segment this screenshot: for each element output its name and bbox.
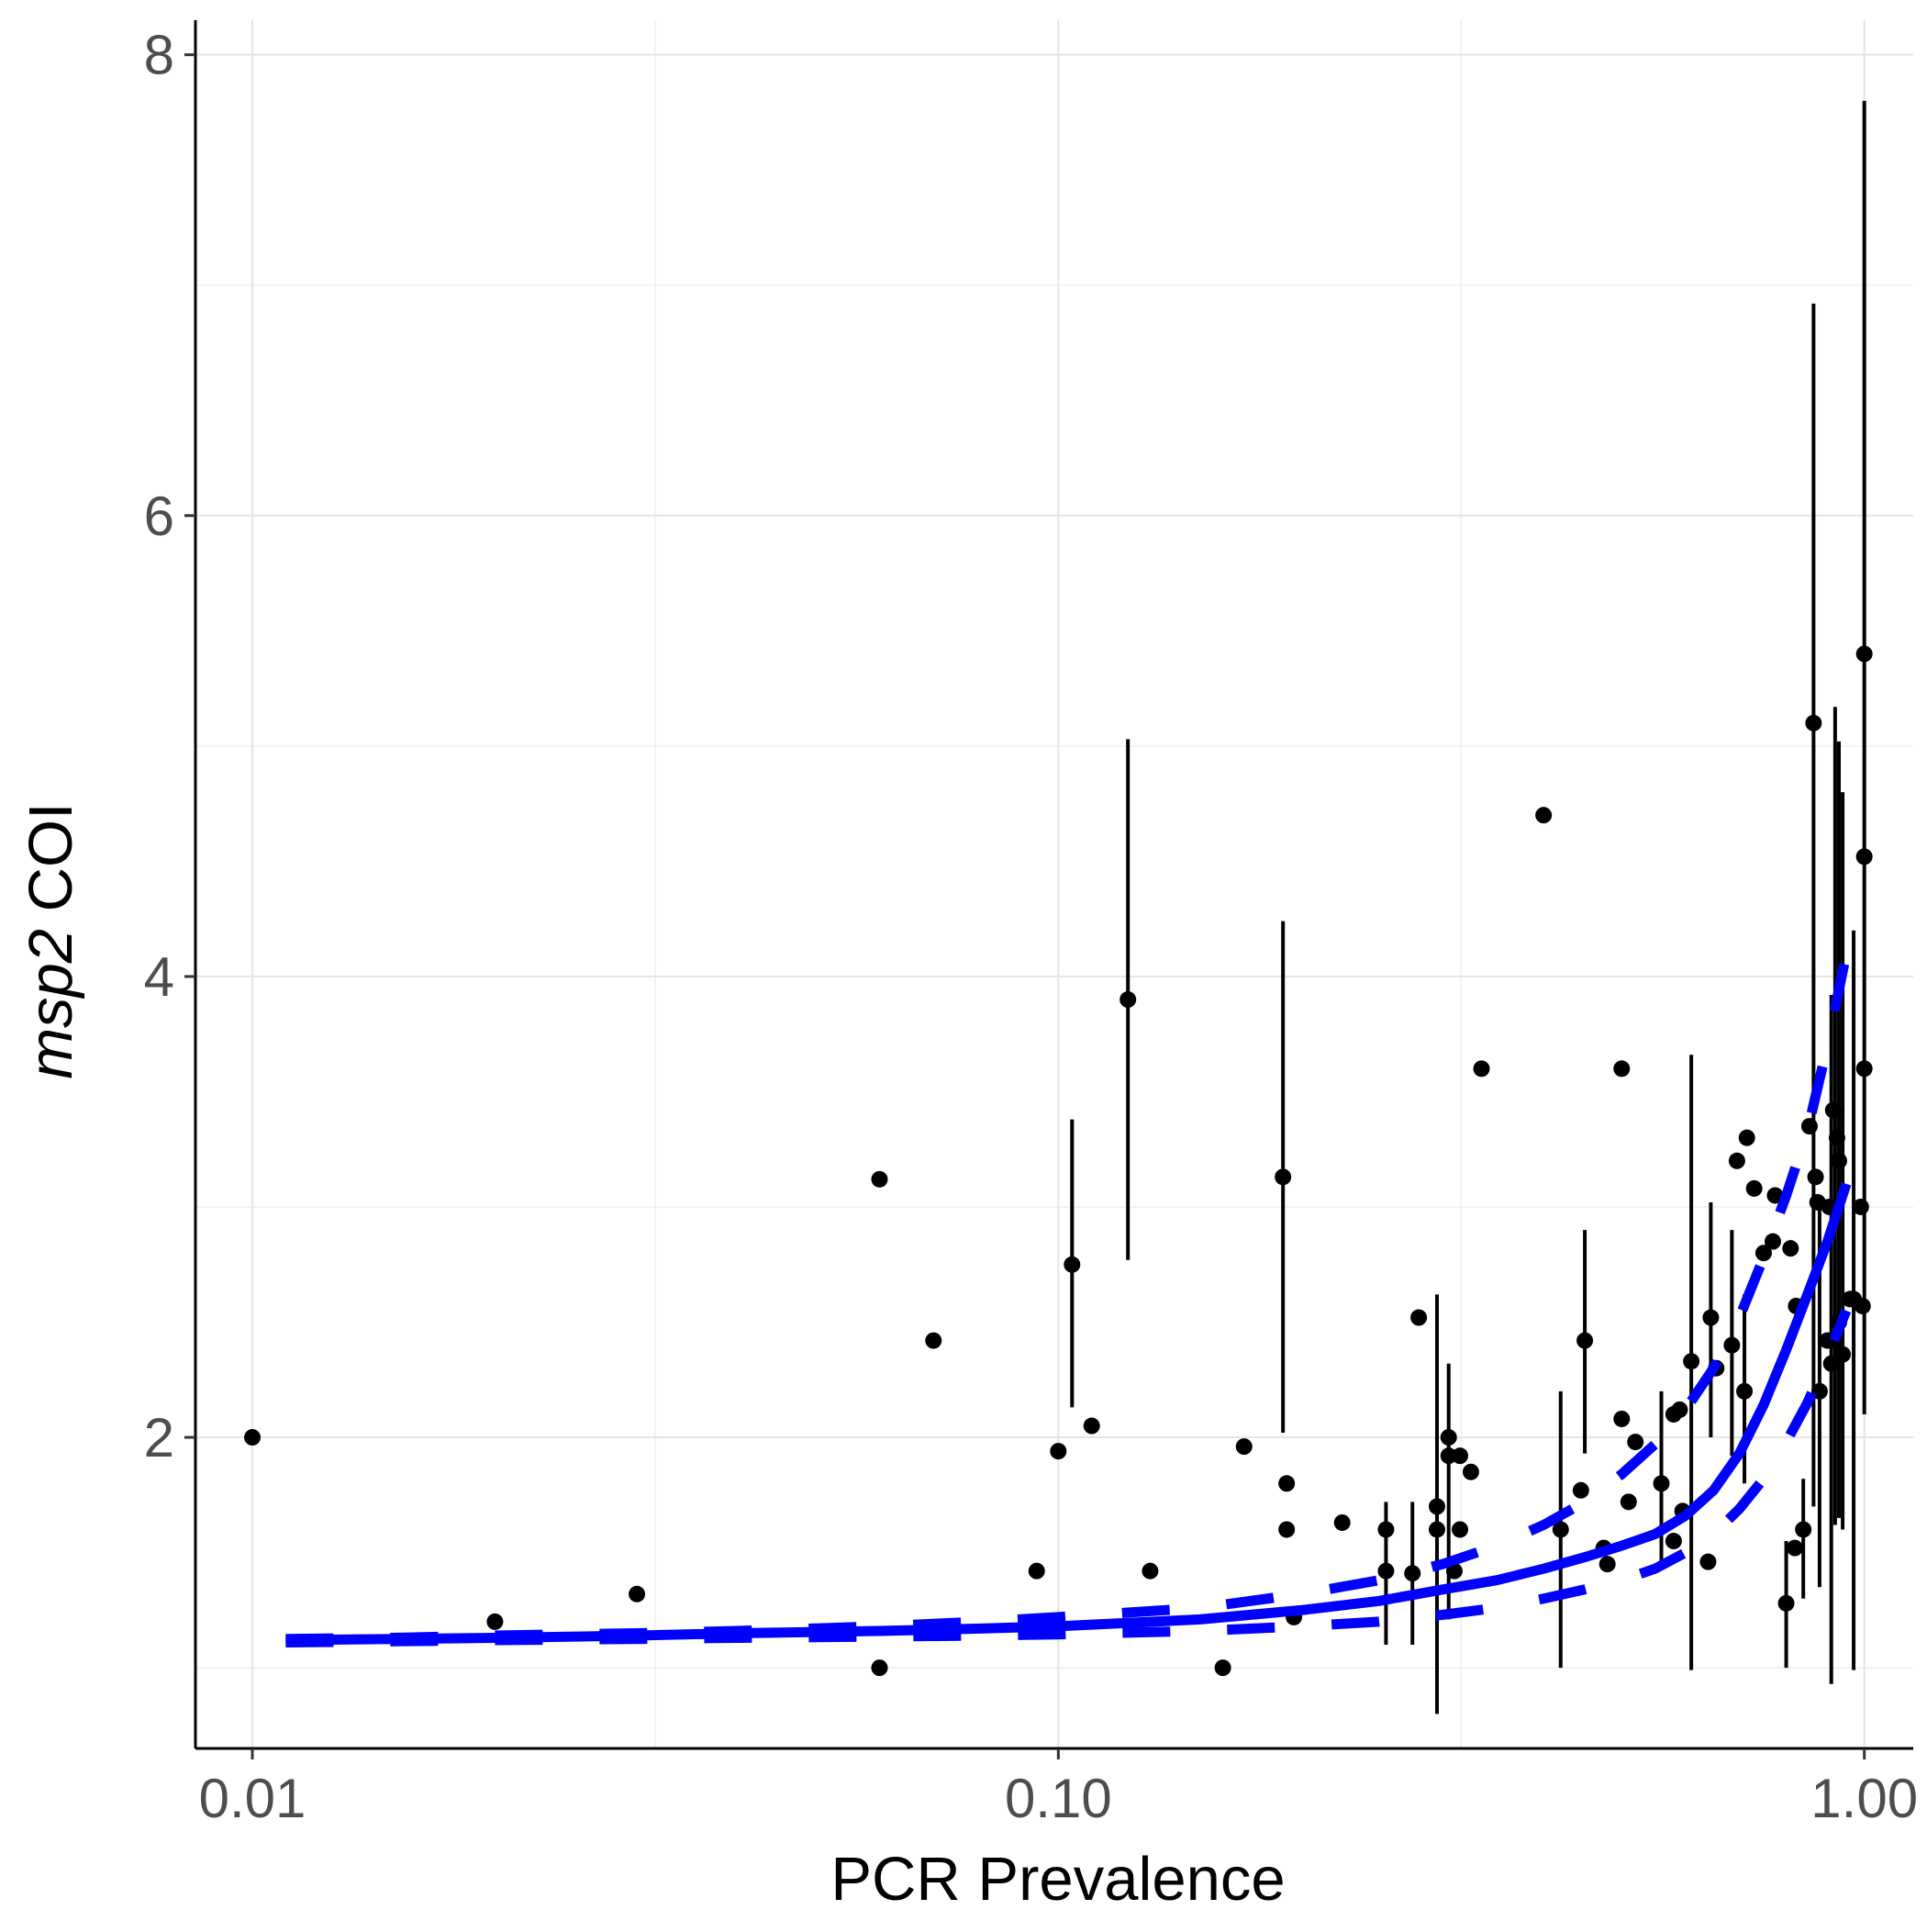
data-point <box>1462 1463 1479 1480</box>
data-point <box>1766 1187 1784 1204</box>
data-point <box>1613 1060 1631 1078</box>
data-point <box>1552 1521 1569 1538</box>
data-point <box>1702 1309 1720 1326</box>
data-point <box>1235 1438 1253 1456</box>
y-tick-label: 2 <box>144 1407 174 1469</box>
axes: 0.01 0.10 1.00 2 4 6 8 <box>144 20 1918 1829</box>
data-point <box>1572 1481 1589 1499</box>
data-point <box>1598 1556 1616 1573</box>
data-point <box>1855 645 1873 663</box>
data-point <box>1404 1565 1421 1582</box>
data-point <box>1440 1447 1457 1465</box>
fit-lines <box>285 952 1852 1647</box>
data-point <box>871 1659 888 1677</box>
data-point <box>1723 1336 1741 1354</box>
data-point <box>1627 1434 1644 1451</box>
data-point <box>1377 1521 1395 1538</box>
data-point <box>1452 1447 1469 1465</box>
data-point <box>1795 1521 1812 1538</box>
fit-line <box>285 1182 1852 1646</box>
x-tick-label: 0.01 <box>199 1768 306 1829</box>
y-tick-label: 8 <box>144 25 174 86</box>
data-point <box>1452 1521 1469 1538</box>
data-point <box>1764 1233 1781 1250</box>
data-point <box>1745 1179 1763 1197</box>
data-point <box>1473 1060 1490 1078</box>
data-point <box>925 1332 942 1349</box>
data-point <box>1683 1353 1700 1370</box>
data-point <box>1083 1417 1100 1435</box>
data-point <box>1800 1118 1818 1135</box>
x-tick-label: 0.10 <box>1005 1768 1112 1829</box>
data-point <box>1440 1429 1457 1446</box>
x-axis-title: PCR Prevalence <box>830 1845 1285 1914</box>
y-axis-title-rest: COI <box>17 802 85 929</box>
data-point <box>1429 1498 1446 1515</box>
data-point <box>1278 1521 1296 1538</box>
data-point <box>1855 1060 1873 1078</box>
y-tick-label: 4 <box>144 946 174 1008</box>
data-point <box>1377 1562 1395 1580</box>
data-point <box>1854 1297 1871 1314</box>
data-point <box>1736 1382 1754 1400</box>
data-point <box>1671 1401 1688 1418</box>
data-point <box>1333 1513 1351 1531</box>
data-point <box>1653 1475 1670 1492</box>
data-point <box>629 1585 646 1603</box>
data-point <box>1822 1355 1840 1372</box>
data-point <box>1050 1443 1067 1460</box>
data-point <box>1429 1521 1446 1538</box>
data-point <box>1142 1562 1159 1580</box>
data-point <box>243 1429 261 1446</box>
data-point <box>1028 1562 1045 1580</box>
data-point <box>1535 807 1553 824</box>
data-point <box>1728 1152 1745 1169</box>
y-axis-title-italic: msp2 <box>17 929 85 1079</box>
data-point <box>1754 1245 1772 1262</box>
data-point <box>1699 1553 1717 1570</box>
data-point <box>1786 1539 1803 1557</box>
data-point <box>1613 1410 1631 1427</box>
y-axis-title: msp2 COI <box>17 802 85 1079</box>
data-point <box>486 1613 504 1630</box>
data-point <box>1807 1168 1824 1186</box>
data-point <box>1665 1533 1682 1550</box>
data-point <box>1410 1309 1428 1326</box>
data-point <box>1119 991 1137 1009</box>
x-tick-label: 1.00 <box>1810 1768 1918 1829</box>
grid <box>195 20 1913 1748</box>
data-point <box>1576 1332 1594 1349</box>
data-point <box>871 1170 888 1188</box>
data-point <box>1214 1659 1231 1677</box>
data-point <box>1855 848 1873 865</box>
data-point <box>1831 1152 1848 1169</box>
data-point <box>1824 1101 1842 1119</box>
data-point <box>1275 1168 1292 1186</box>
data-point <box>1064 1256 1081 1273</box>
data-point <box>1834 1346 1852 1363</box>
data-point <box>1620 1493 1637 1511</box>
data-point <box>1852 1198 1869 1215</box>
data-point <box>1777 1594 1795 1612</box>
data-point <box>1805 714 1822 731</box>
data-point <box>1738 1129 1755 1146</box>
data-point <box>1278 1475 1296 1492</box>
y-tick-label: 6 <box>144 486 174 547</box>
data-point <box>1782 1240 1799 1257</box>
data-point <box>1828 1129 1845 1146</box>
data-points <box>243 645 1873 1677</box>
